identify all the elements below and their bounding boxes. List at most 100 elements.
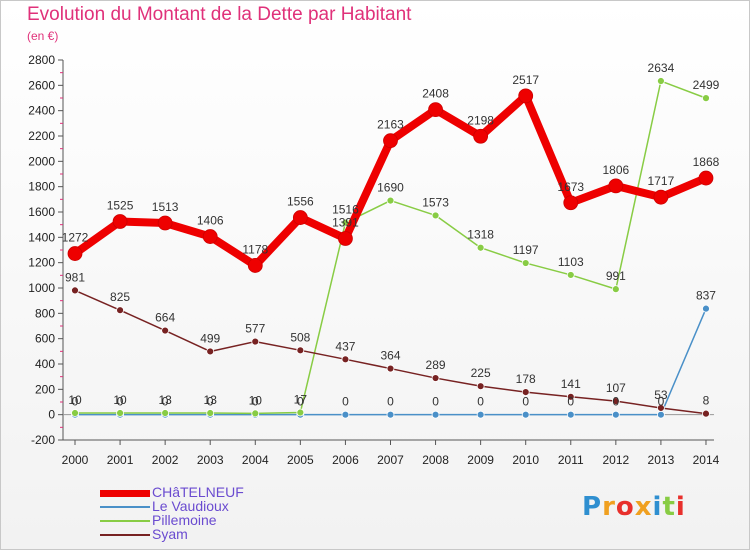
data-label: 1806 bbox=[602, 163, 629, 177]
data-point bbox=[428, 102, 443, 118]
data-point bbox=[161, 409, 170, 417]
data-point bbox=[657, 77, 665, 85]
data-point bbox=[521, 388, 530, 397]
legend-swatch bbox=[100, 506, 150, 508]
data-point bbox=[566, 271, 575, 279]
x-tick-label: 2001 bbox=[107, 453, 134, 467]
legend-swatch bbox=[100, 520, 150, 522]
data-point bbox=[206, 347, 215, 356]
data-label: 0 bbox=[658, 395, 665, 409]
data-point bbox=[698, 170, 714, 186]
data-label: 0 bbox=[342, 395, 349, 409]
data-point bbox=[206, 409, 215, 417]
data-label: 837 bbox=[696, 289, 716, 303]
data-label: 0 bbox=[387, 395, 394, 409]
data-point bbox=[296, 346, 305, 355]
y-tick-label: 400 bbox=[35, 357, 55, 371]
data-point bbox=[202, 229, 218, 244]
y-tick-label: 1600 bbox=[28, 205, 55, 219]
data-label: 0 bbox=[162, 395, 169, 409]
logo-letter: P bbox=[582, 492, 603, 522]
data-label: 437 bbox=[335, 339, 355, 353]
data-label: 2517 bbox=[512, 73, 539, 87]
y-tick-label: 2400 bbox=[28, 104, 55, 118]
y-tick-label: 600 bbox=[35, 332, 55, 346]
x-tick-label: 2010 bbox=[512, 453, 539, 467]
data-label: 1690 bbox=[377, 181, 404, 195]
y-tick-label: -200 bbox=[31, 433, 55, 447]
chart-subtitle: (en €) bbox=[27, 29, 59, 43]
y-tick-label: 2800 bbox=[28, 53, 55, 67]
data-point bbox=[251, 409, 260, 418]
legend-label: Le Vaudioux bbox=[152, 498, 229, 514]
data-label: 13 bbox=[204, 393, 218, 407]
x-tick-label: 2012 bbox=[602, 453, 629, 467]
data-label: 53 bbox=[654, 388, 668, 402]
data-label: 10 bbox=[249, 393, 263, 407]
data-label: 13 bbox=[158, 393, 172, 407]
proxiti-logo: Proxiti bbox=[582, 492, 686, 522]
data-point bbox=[702, 304, 710, 313]
logo-letter: i bbox=[675, 492, 686, 522]
logo-letter: t bbox=[662, 492, 676, 522]
data-point bbox=[431, 374, 440, 382]
data-label: 2408 bbox=[422, 87, 449, 101]
y-tick-label: 1000 bbox=[28, 281, 55, 295]
y-tick-label: 1200 bbox=[28, 256, 55, 270]
data-label: 0 bbox=[522, 395, 529, 409]
data-label: 289 bbox=[426, 358, 446, 372]
data-label: 0 bbox=[297, 395, 304, 409]
data-label: 1868 bbox=[693, 155, 720, 169]
x-tick-label: 2000 bbox=[62, 453, 89, 467]
data-point bbox=[71, 409, 79, 417]
data-label: 0 bbox=[612, 395, 619, 409]
x-tick-label: 2007 bbox=[377, 453, 404, 467]
data-label: 508 bbox=[290, 330, 310, 344]
x-tick-label: 2009 bbox=[467, 453, 494, 467]
data-label: 0 bbox=[207, 395, 214, 409]
data-point bbox=[251, 337, 260, 346]
y-tick-label: 200 bbox=[35, 382, 55, 396]
legend-label: CHâTELNEUF bbox=[152, 484, 244, 500]
legend-swatch bbox=[100, 489, 150, 497]
data-point bbox=[521, 410, 530, 419]
y-tick-label: 2600 bbox=[28, 78, 55, 92]
y-tick-label: 2000 bbox=[28, 154, 55, 168]
data-point bbox=[161, 326, 170, 335]
data-label: 1513 bbox=[152, 200, 179, 214]
y-tick-label: 1800 bbox=[28, 180, 55, 194]
data-point bbox=[566, 410, 575, 419]
data-point bbox=[476, 243, 485, 252]
data-point bbox=[476, 382, 485, 391]
data-point bbox=[341, 410, 350, 419]
x-tick-label: 2014 bbox=[693, 453, 720, 467]
data-label: 499 bbox=[200, 331, 220, 345]
data-label: 0 bbox=[252, 395, 259, 409]
data-point bbox=[157, 215, 173, 231]
data-point bbox=[386, 364, 395, 373]
data-point bbox=[247, 258, 263, 273]
data-label: 1272 bbox=[62, 231, 89, 245]
logo-letter: x bbox=[634, 492, 653, 522]
data-point bbox=[518, 88, 534, 104]
data-label: 981 bbox=[65, 270, 85, 284]
data-point bbox=[431, 410, 440, 419]
data-point bbox=[296, 408, 305, 417]
y-tick-label: 1400 bbox=[28, 230, 55, 244]
data-label: 10 bbox=[68, 393, 82, 407]
data-label: 8 bbox=[703, 394, 710, 408]
data-point bbox=[341, 355, 350, 364]
data-point bbox=[116, 409, 124, 417]
data-point bbox=[292, 210, 308, 225]
data-label: 1318 bbox=[467, 228, 494, 242]
data-point bbox=[383, 133, 398, 149]
data-point bbox=[71, 286, 79, 295]
legend-label: Pillemoine bbox=[152, 512, 217, 528]
data-label: 107 bbox=[606, 381, 626, 395]
data-label: 664 bbox=[155, 311, 175, 325]
data-point bbox=[563, 195, 579, 211]
x-tick-label: 2004 bbox=[242, 453, 269, 467]
data-label: 991 bbox=[606, 269, 626, 283]
